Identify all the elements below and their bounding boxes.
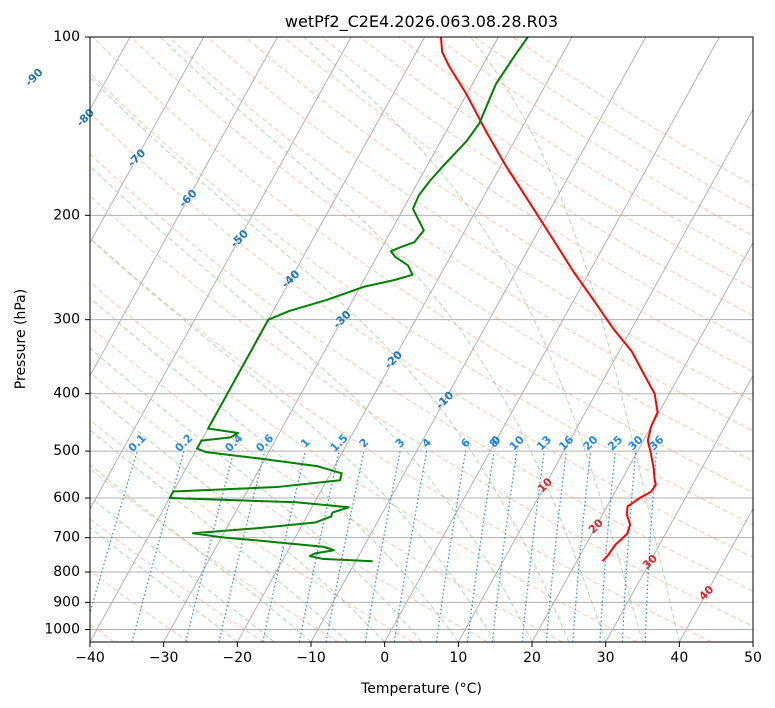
moist-adiabat bbox=[159, 37, 607, 642]
mixing-ratio-line bbox=[131, 450, 185, 642]
y-tick-label: 900 bbox=[53, 594, 80, 610]
isotherm bbox=[384, 37, 720, 642]
dry-adiabat bbox=[90, 237, 712, 642]
isotherm bbox=[236, 37, 573, 642]
y-tick-label: 600 bbox=[53, 490, 80, 506]
dry-adiabat bbox=[90, 112, 753, 559]
moist-adiabat bbox=[90, 237, 496, 642]
x-tick-label: −30 bbox=[149, 650, 179, 666]
isotherms bbox=[90, 37, 753, 642]
x-tick-label: 10 bbox=[449, 650, 467, 666]
dry-adiabat bbox=[90, 72, 753, 526]
mixing-ratio-line bbox=[393, 450, 428, 642]
x-tick-label: 40 bbox=[670, 650, 688, 666]
mixing-ratio-line bbox=[218, 450, 266, 642]
x-tick-label: 30 bbox=[597, 650, 615, 666]
y-tick-label: 400 bbox=[53, 386, 80, 402]
x-tick-label: 50 bbox=[744, 650, 762, 666]
moist-adiabat bbox=[90, 76, 570, 642]
isotherm bbox=[531, 241, 753, 642]
isotherm bbox=[678, 507, 753, 642]
dry-adiabat bbox=[321, 37, 753, 317]
isotherm bbox=[605, 374, 753, 642]
moist-adiabat bbox=[90, 429, 349, 642]
mixing-ratio-line bbox=[521, 451, 545, 642]
mixing-ratio-line bbox=[364, 450, 401, 642]
plot-area bbox=[90, 37, 753, 642]
plot-frame bbox=[89, 36, 754, 643]
x-tick-label: −20 bbox=[223, 650, 253, 666]
moist-adiabat bbox=[90, 526, 238, 642]
dry-adiabat bbox=[474, 37, 753, 211]
dry-adiabat bbox=[512, 37, 753, 186]
y-tick-label: 1000 bbox=[44, 621, 80, 637]
x-tick-label: −40 bbox=[75, 650, 105, 666]
dry-adiabat bbox=[90, 194, 753, 627]
dry-adiabats bbox=[90, 37, 753, 642]
x-tick-label: −10 bbox=[296, 650, 326, 666]
x-axis-label: Temperature (°C) bbox=[360, 681, 482, 697]
isotherm bbox=[90, 37, 205, 244]
dry-adiabat bbox=[206, 37, 753, 402]
moist-adiabat bbox=[90, 496, 275, 642]
moist-adiabat bbox=[470, 37, 680, 642]
y-tick-label: 100 bbox=[53, 29, 80, 45]
mixing-ratio-lines bbox=[90, 450, 658, 642]
y-tick-label: 700 bbox=[53, 530, 80, 546]
isotherm bbox=[163, 37, 499, 642]
sounding-profiles bbox=[168, 37, 659, 563]
mixing-ratio-line bbox=[435, 450, 467, 642]
dry-adiabat bbox=[90, 372, 488, 642]
moist-adiabat bbox=[90, 390, 386, 642]
mixing-ratio-line bbox=[185, 450, 235, 642]
dry-adiabat bbox=[397, 37, 753, 263]
x-axis-ticks: −40 −30 −20 −10 0 10 20 30 40 50 bbox=[75, 642, 762, 666]
dry-adiabat bbox=[245, 37, 753, 373]
isotherm bbox=[457, 108, 753, 642]
isotherm bbox=[310, 37, 647, 642]
dewpoint-profile bbox=[168, 37, 529, 563]
mixing-ratio-line bbox=[466, 451, 495, 642]
isotherm bbox=[90, 37, 352, 510]
dry-adiabat bbox=[90, 326, 563, 642]
y-tick-label: 200 bbox=[53, 207, 80, 223]
x-tick-label: 0 bbox=[380, 650, 389, 666]
y-axis-ticks: 1000 900 800 700 600 500 400 300 200 100 bbox=[44, 29, 90, 637]
y-tick-label: 300 bbox=[53, 312, 80, 328]
mixing-ratio-line bbox=[325, 450, 365, 642]
mixing-ratio-line bbox=[262, 450, 307, 642]
dry-adiabat bbox=[90, 518, 264, 642]
y-tick-label: 800 bbox=[53, 564, 80, 580]
mixing-ratio-line bbox=[491, 451, 518, 642]
dry-adiabat bbox=[283, 37, 753, 344]
isotherm bbox=[90, 37, 278, 377]
moist-adiabat bbox=[90, 297, 459, 642]
pressure-gridlines bbox=[90, 37, 753, 630]
moist-adiabat bbox=[303, 37, 643, 642]
chart-title: wetPf2_C2E4.2026.063.08.28.R03 bbox=[285, 12, 558, 32]
mixing-ratio-line bbox=[90, 450, 138, 616]
x-tick-label: 20 bbox=[523, 650, 541, 666]
y-axis-label: Pressure (hPa) bbox=[13, 289, 29, 389]
dry-adiabat bbox=[90, 281, 638, 642]
y-tick-label: 500 bbox=[53, 443, 80, 459]
dry-adiabat bbox=[130, 37, 753, 462]
temperature-profile bbox=[439, 37, 659, 562]
moist-adiabat bbox=[90, 165, 533, 642]
